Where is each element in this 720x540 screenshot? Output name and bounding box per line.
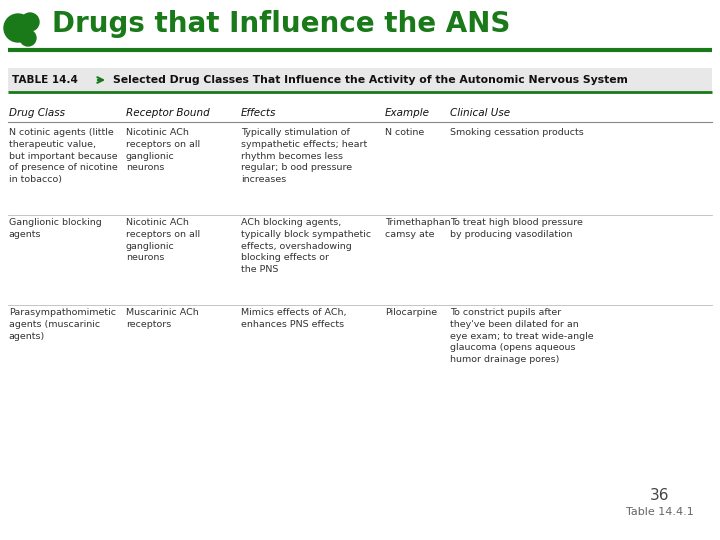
Text: 36: 36	[650, 488, 670, 503]
Text: Clinical Use: Clinical Use	[450, 108, 510, 118]
Text: To treat high blood pressure
by producing vasodilation: To treat high blood pressure by producin…	[450, 218, 583, 239]
Text: Mimics effects of ACh,
enhances PNS effects: Mimics effects of ACh, enhances PNS effe…	[241, 308, 347, 329]
Text: TABLE 14.4: TABLE 14.4	[12, 75, 78, 85]
Circle shape	[21, 13, 39, 31]
Text: N cotine: N cotine	[385, 128, 425, 137]
Text: To constrict pupils after
they've been dilated for an
eye exam; to treat wide-an: To constrict pupils after they've been d…	[450, 308, 593, 364]
Text: N cotinic agents (little
therapeutic value,
but important because
of presence of: N cotinic agents (little therapeutic val…	[9, 128, 117, 184]
Text: Ganglionic blocking
agents: Ganglionic blocking agents	[9, 218, 102, 239]
Text: Nicotinic ACh
receptors on all
ganglionic
neurons: Nicotinic ACh receptors on all ganglioni…	[126, 218, 200, 262]
Text: Drug Class: Drug Class	[9, 108, 65, 118]
Circle shape	[20, 30, 36, 46]
Text: Drugs that Influence the ANS: Drugs that Influence the ANS	[52, 10, 510, 38]
Text: Smoking cessation products: Smoking cessation products	[450, 128, 584, 137]
Text: Muscarinic ACh
receptors: Muscarinic ACh receptors	[126, 308, 199, 329]
Text: Example: Example	[385, 108, 431, 118]
Text: Nicotinic ACh
receptors on all
ganglionic
neurons: Nicotinic ACh receptors on all ganglioni…	[126, 128, 200, 172]
FancyBboxPatch shape	[8, 68, 712, 92]
Text: ACh blocking agents,
typically block sympathetic
effects, overshadowing
blocking: ACh blocking agents, typically block sym…	[241, 218, 372, 274]
Text: Pilocarpine: Pilocarpine	[385, 308, 437, 317]
Text: Table 14.4.1: Table 14.4.1	[626, 507, 694, 517]
Text: Receptor Bound: Receptor Bound	[126, 108, 210, 118]
Text: Typically stimulation of
sympathetic effects; heart
rhythm becomes less
regular;: Typically stimulation of sympathetic eff…	[241, 128, 367, 184]
Text: Parasympathomimetic
agents (muscarinic
agents): Parasympathomimetic agents (muscarinic a…	[9, 308, 116, 341]
Text: Effects: Effects	[241, 108, 276, 118]
Text: Trimethaphan
camsy ate: Trimethaphan camsy ate	[385, 218, 451, 239]
Text: Selected Drug Classes That Influence the Activity of the Autonomic Nervous Syste: Selected Drug Classes That Influence the…	[113, 75, 628, 85]
Circle shape	[4, 14, 32, 42]
